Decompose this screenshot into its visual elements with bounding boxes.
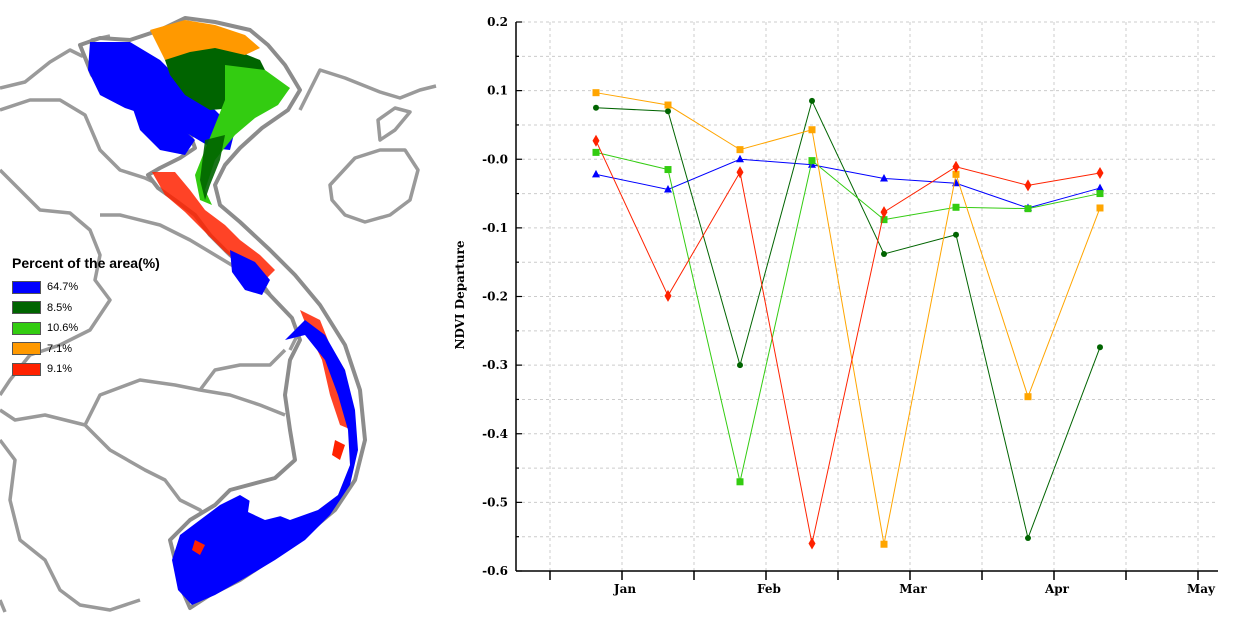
data-point-series-2 <box>881 250 887 257</box>
x-tick-label: May <box>1187 582 1216 596</box>
data-point-series-3 <box>1024 205 1032 213</box>
data-point-series-5 <box>664 289 672 302</box>
data-point-series-4 <box>736 146 744 154</box>
data-point-series-5 <box>592 134 600 147</box>
data-point-series-1 <box>736 154 744 163</box>
legend: Percent of the area(%) 64.7% 8.5% 10.6% … <box>12 255 160 380</box>
legend-item-2: 8.5% <box>12 298 160 319</box>
series <box>592 89 1104 550</box>
country-borders <box>0 34 437 613</box>
data-point-series-2 <box>593 104 599 111</box>
legend-swatch-5 <box>12 362 41 376</box>
data-point-series-2 <box>809 97 815 104</box>
data-point-series-4 <box>880 540 888 548</box>
data-point-series-1 <box>880 173 888 182</box>
chart-panel: 0.2 0.1 -0.0 -0.1 -0.2 -0.3 -0.4 -0.5 -0.6 Jan Feb… <box>440 0 1236 618</box>
data-point-series-2 <box>953 231 959 238</box>
grid <box>516 21 1218 572</box>
data-point-series-2 <box>1025 535 1031 542</box>
axes: 0.2 0.1 -0.0 -0.1 -0.2 -0.3 -0.4 -0.5 -0.6 Jan Feb… <box>482 15 1218 596</box>
y-tick-label: -0.1 <box>482 221 508 235</box>
y-tick-label: 0.2 <box>487 15 508 29</box>
data-point-series-5 <box>1024 179 1032 192</box>
y-tick-label: -0.3 <box>482 358 508 372</box>
legend-item-3: 10.6% <box>12 318 160 339</box>
y-tick-label: -0.2 <box>482 290 508 304</box>
series-line-1 <box>595 158 1101 209</box>
data-point-series-3 <box>880 216 888 224</box>
classified-regions <box>88 20 358 605</box>
y-tick-label: -0.6 <box>482 564 508 578</box>
legend-label-3: 10.6% <box>47 322 79 335</box>
data-point-series-3 <box>952 203 960 211</box>
data-point-series-1 <box>592 169 600 178</box>
y-tick-label: -0.4 <box>482 427 508 441</box>
data-point-series-2 <box>1097 344 1103 351</box>
vietnam-map <box>0 16 437 613</box>
legend-swatch-4 <box>12 342 41 356</box>
data-point-series-1 <box>664 184 672 193</box>
vietnam-map-panel: Percent of the area(%) 64.7% 8.5% 10.6% … <box>0 0 440 618</box>
series-line-4 <box>595 92 1101 545</box>
data-point-series-4 <box>952 170 960 178</box>
data-point-series-4 <box>664 101 672 109</box>
legend-item-4: 7.1% <box>12 339 160 360</box>
legend-label-4: 7.1% <box>47 342 73 355</box>
data-point-series-3 <box>664 166 672 174</box>
data-point-series-2 <box>665 108 671 115</box>
legend-label-2: 8.5% <box>47 301 73 314</box>
legend-swatch-3 <box>12 321 41 335</box>
data-point-series-1 <box>1096 183 1104 192</box>
data-point-series-3 <box>808 157 816 165</box>
x-tick-label: Jan <box>613 582 636 596</box>
data-point-series-5 <box>880 206 888 219</box>
y-tick-label: -0.5 <box>482 495 508 509</box>
series-line-2 <box>595 99 1101 540</box>
y-tick-label: 0.1 <box>487 84 508 98</box>
x-tick-label: Apr <box>1044 582 1070 596</box>
data-point-series-4 <box>592 89 600 97</box>
legend-swatch-1 <box>12 280 41 294</box>
legend-label-1: 64.7% <box>47 281 79 294</box>
series-line-5 <box>595 140 1101 544</box>
x-tick-label: Mar <box>899 582 927 596</box>
legend-item-5: 9.1% <box>12 359 160 380</box>
data-point-series-5 <box>808 537 816 550</box>
legend-title: Percent of the area(%) <box>12 255 160 271</box>
data-point-series-4 <box>808 126 816 134</box>
data-point-series-5 <box>1096 166 1104 179</box>
data-point-series-2 <box>737 362 743 369</box>
legend-item-1: 64.7% <box>12 277 160 298</box>
data-point-series-3 <box>592 148 600 156</box>
data-point-series-5 <box>952 160 960 173</box>
y-axis-title: NDVI Departure <box>453 240 467 349</box>
y-tick-label: -0.0 <box>482 152 508 166</box>
data-point-series-3 <box>736 478 744 486</box>
data-point-series-5 <box>736 166 744 179</box>
x-tick-label: Feb <box>757 582 781 596</box>
legend-swatch-2 <box>12 301 41 315</box>
ndvi-departure-chart: 0.2 0.1 -0.0 -0.1 -0.2 -0.3 -0.4 -0.5 -0.6 Jan Feb… <box>453 15 1218 596</box>
data-point-series-4 <box>1024 393 1032 401</box>
legend-label-5: 9.1% <box>47 363 73 376</box>
data-point-series-4 <box>1096 204 1104 212</box>
data-point-series-3 <box>1096 190 1104 198</box>
series-line-3 <box>595 151 1101 482</box>
